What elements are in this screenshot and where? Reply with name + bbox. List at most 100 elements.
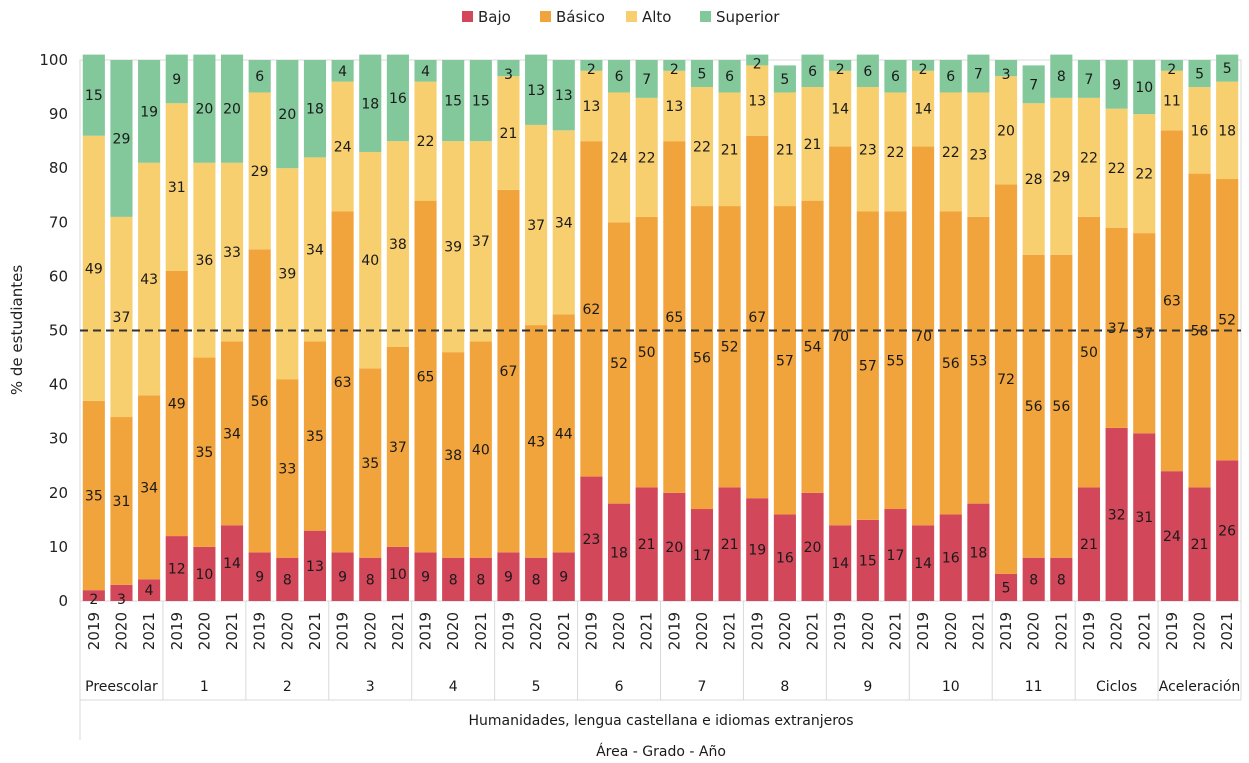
data-label: 7: [642, 72, 651, 88]
bar-segment-básico: [1216, 179, 1239, 461]
data-label: 8: [1057, 69, 1066, 85]
x-tick-year: 2019: [914, 612, 932, 650]
bar-segment-bajo: [1022, 557, 1045, 601]
bar-segment-básico: [607, 222, 631, 504]
bar-segment-superior: [442, 60, 465, 142]
bar-segment-bajo: [829, 525, 852, 601]
bar-segment-superior: [801, 54, 824, 88]
bar-segment-básico: [276, 379, 299, 558]
data-label: 9: [559, 570, 568, 586]
x-tick-year: 2020: [361, 612, 379, 650]
legend-label-alto: Alto: [642, 8, 672, 26]
data-label: 2: [89, 592, 98, 608]
bar-segment-superior: [110, 60, 133, 217]
data-label: 14: [831, 102, 849, 118]
x-tick-year: 2021: [223, 612, 241, 650]
data-label: 10: [389, 567, 407, 583]
data-label: 22: [1135, 167, 1153, 183]
data-label: 20: [278, 107, 296, 123]
x-group-label: 10: [942, 679, 960, 695]
bar-segment-alto: [193, 162, 216, 358]
bar-segment-superior: [1050, 54, 1073, 98]
bar-segment-básico: [1133, 233, 1156, 434]
bar-segment-básico: [110, 417, 133, 585]
bar-segment-alto: [829, 70, 852, 147]
bar-segment-bajo: [939, 514, 962, 601]
bar-segment-bajo: [1160, 471, 1183, 601]
bar-segment-superior: [1022, 65, 1045, 104]
bar-segment-alto: [1077, 97, 1101, 217]
data-label: 37: [113, 310, 131, 326]
data-label: 23: [969, 148, 987, 164]
data-label: 37: [389, 440, 407, 456]
data-label: 3: [504, 67, 513, 83]
data-label: 37: [1108, 321, 1126, 337]
data-label: 14: [223, 556, 241, 572]
bar-segment-alto: [967, 92, 990, 217]
y-tick-label: 90: [49, 105, 68, 123]
x-tick-year: 2019: [168, 612, 186, 650]
bar-segment-bajo: [165, 536, 188, 601]
bar-segment-superior: [248, 60, 271, 93]
bar-segment-alto: [690, 87, 714, 207]
bar-segment-bajo: [138, 579, 161, 601]
bar-segment-bajo: [663, 492, 686, 601]
bar-segment-alto: [1160, 70, 1183, 131]
x-group-label: 3: [366, 679, 375, 695]
bar-segment-bajo: [773, 514, 796, 601]
data-label: 37: [472, 234, 490, 250]
data-label: 49: [85, 261, 103, 277]
bar-segment-superior: [552, 60, 575, 131]
x-tick-year: 2020: [776, 612, 794, 650]
data-label: 8: [476, 572, 485, 588]
bar-segment-alto: [884, 92, 907, 212]
x-tick-year: 2021: [306, 612, 324, 650]
data-label: 9: [421, 570, 430, 586]
y-tick-label: 60: [49, 267, 68, 285]
bar-segment-básico: [939, 211, 962, 515]
y-tick-label: 30: [49, 430, 68, 448]
data-label: 50: [1080, 345, 1098, 361]
x-tick-year: 2019: [665, 612, 683, 650]
bar-segment-superior: [414, 60, 437, 82]
bar-segment-bajo: [248, 552, 271, 601]
bar-segment-superior: [469, 60, 492, 142]
data-label: 17: [693, 548, 711, 564]
bar-segment-superior: [525, 54, 548, 125]
bar-segment-bajo: [967, 503, 990, 601]
data-label: 15: [472, 94, 490, 110]
bar-segment-alto: [580, 70, 603, 142]
data-label: 52: [1218, 313, 1236, 329]
data-label: 9: [1112, 77, 1121, 93]
data-label: 9: [338, 570, 347, 586]
data-label: 4: [338, 64, 347, 80]
bar-segment-superior: [1188, 60, 1211, 88]
data-label: 3: [117, 592, 126, 608]
data-label: 11: [1163, 94, 1181, 110]
bar-segment-bajo: [303, 530, 327, 601]
bar-segment-superior: [773, 65, 796, 93]
x-tick-year: 2021: [804, 612, 822, 650]
bar-segment-alto: [718, 92, 741, 207]
bar-segment-alto: [359, 151, 382, 369]
bar-segment-básico: [580, 141, 603, 477]
bar-segment-básico: [331, 211, 354, 553]
data-label: 54: [804, 340, 822, 356]
bar-segment-alto: [248, 92, 271, 250]
data-label: 4: [145, 583, 154, 599]
bar-segment-alto: [386, 141, 409, 347]
data-label: 38: [389, 237, 407, 253]
bar-segment-alto: [1216, 81, 1239, 180]
x-tick-year: 2021: [1218, 612, 1236, 650]
bar-segment-alto: [912, 70, 935, 147]
data-label: 15: [859, 553, 877, 569]
bar-segment-alto: [110, 216, 133, 418]
data-label: 13: [748, 94, 766, 110]
bar-segment-alto: [303, 157, 327, 342]
data-label: 22: [887, 145, 905, 161]
bar-segment-bajo: [912, 525, 935, 601]
bar-segment-básico: [663, 141, 686, 493]
data-label: 34: [140, 480, 158, 496]
data-label: 14: [914, 556, 932, 572]
bar-segment-alto: [1105, 108, 1128, 228]
